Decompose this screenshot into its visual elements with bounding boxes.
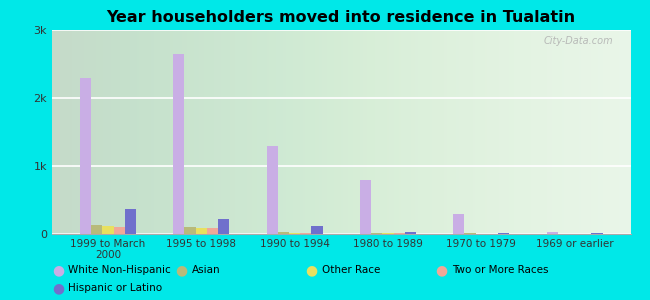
Bar [498, 233, 509, 234]
Text: Hispanic or Latino: Hispanic or Latino [68, 283, 162, 293]
Text: ●: ● [436, 263, 448, 277]
Bar [103, 226, 114, 234]
Text: Asian: Asian [192, 265, 220, 275]
Bar [547, 232, 558, 234]
Text: ●: ● [306, 263, 318, 277]
Bar [218, 219, 229, 234]
Bar [382, 233, 393, 234]
Bar [360, 180, 371, 234]
Bar [185, 227, 196, 234]
Bar [393, 233, 405, 234]
Text: City-Data.com: City-Data.com [543, 36, 613, 46]
Text: ●: ● [176, 263, 188, 277]
Bar [207, 228, 218, 234]
Text: Two or More Races: Two or More Races [452, 265, 548, 275]
Text: ●: ● [52, 263, 64, 277]
Bar [125, 209, 136, 234]
Bar [80, 78, 91, 234]
Bar [289, 232, 300, 234]
Bar [196, 228, 207, 234]
Bar [278, 232, 289, 234]
Title: Year householders moved into residence in Tualatin: Year householders moved into residence i… [107, 10, 576, 25]
Bar [266, 146, 278, 234]
Bar [453, 214, 464, 234]
Bar [464, 233, 476, 234]
Bar [592, 232, 603, 234]
Bar [91, 225, 103, 234]
Bar [371, 233, 382, 234]
Text: Other Race: Other Race [322, 265, 380, 275]
Text: White Non-Hispanic: White Non-Hispanic [68, 265, 171, 275]
Bar [114, 226, 125, 234]
Bar [311, 226, 322, 234]
Bar [300, 232, 311, 234]
Text: ●: ● [52, 281, 64, 295]
Bar [174, 54, 185, 234]
Bar [405, 232, 416, 234]
